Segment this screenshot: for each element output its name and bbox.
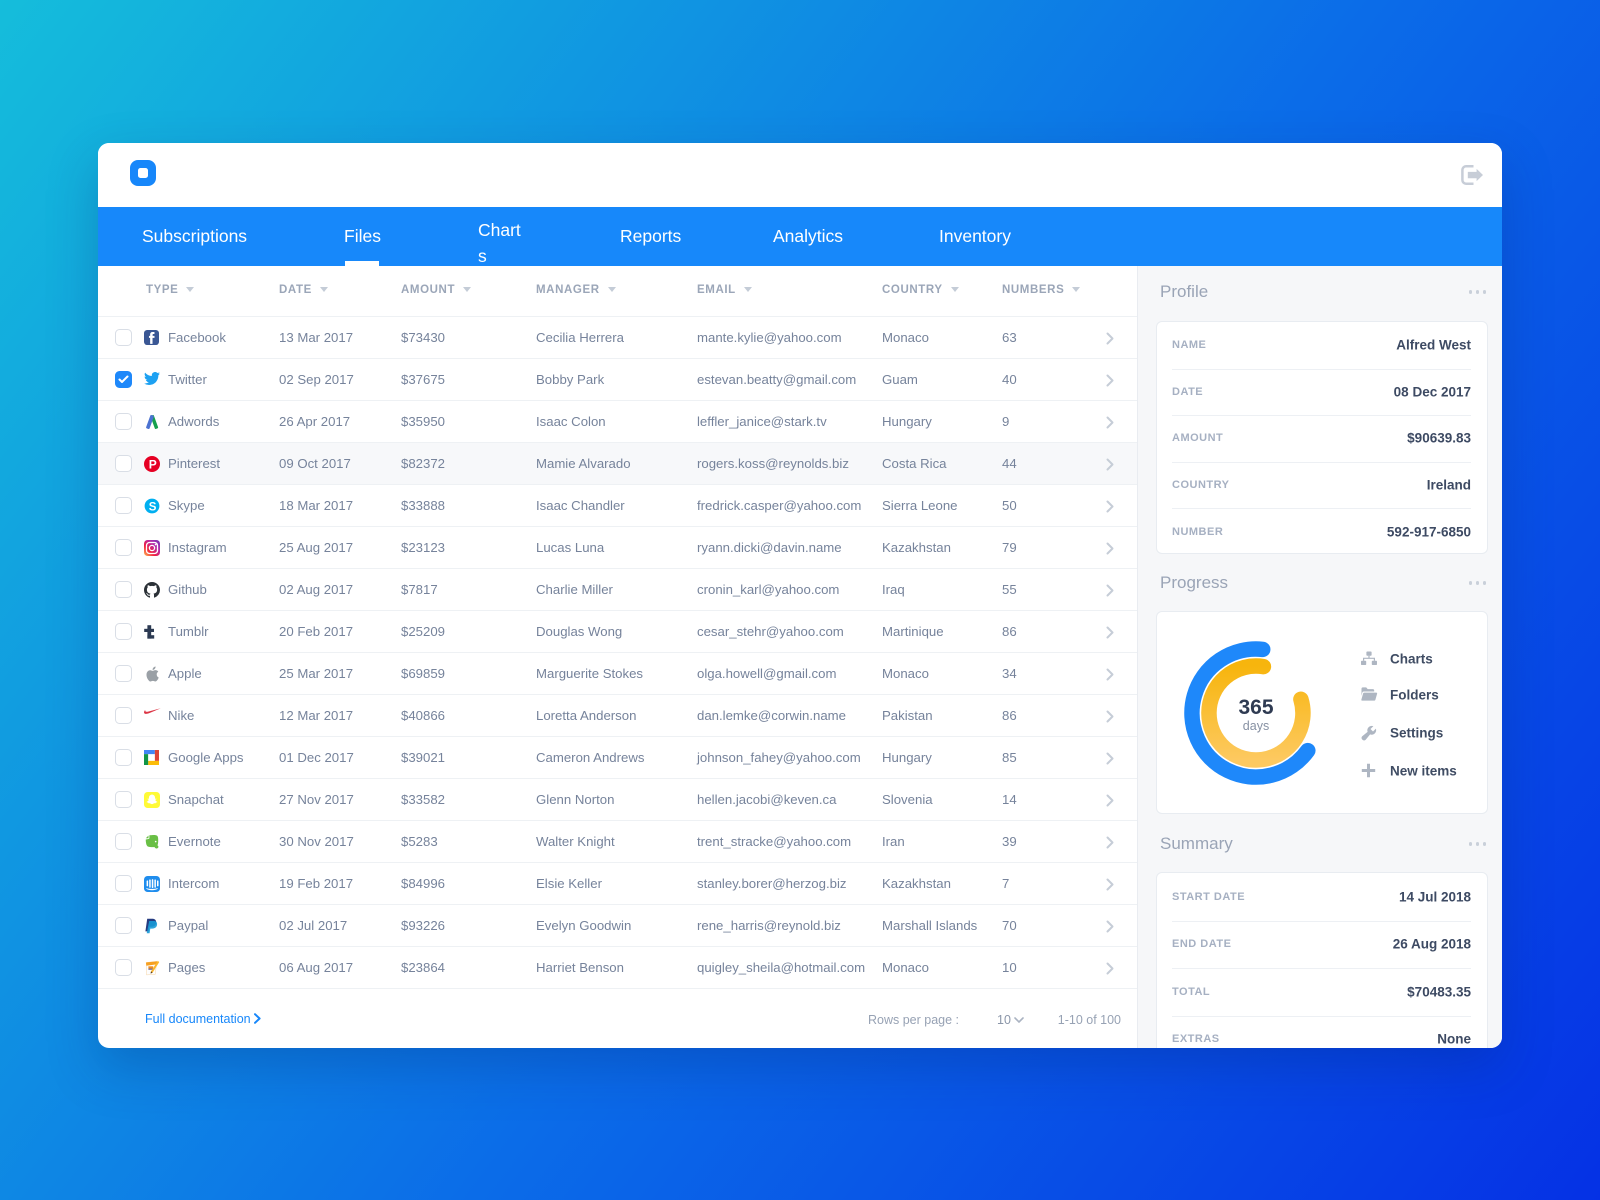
svg-text:S: S [149,501,157,513]
svg-text:P: P [149,458,157,472]
